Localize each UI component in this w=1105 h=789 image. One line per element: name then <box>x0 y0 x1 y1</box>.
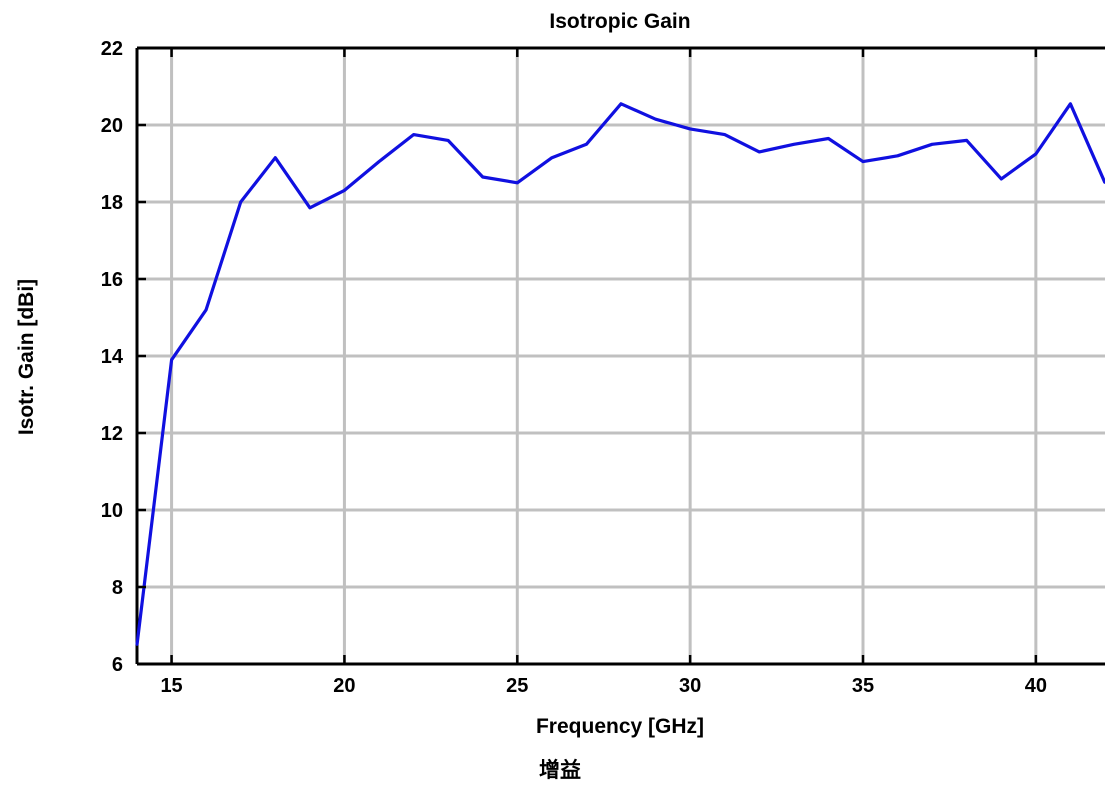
y-axis-label: Isotr. Gain [dBi] <box>15 279 38 435</box>
data-point <box>308 206 312 209</box>
data-point <box>965 139 968 142</box>
data-point <box>135 643 139 646</box>
data-point <box>792 143 796 146</box>
data-point <box>723 133 726 136</box>
y-tick-label: 14 <box>101 346 124 368</box>
data-point <box>827 137 830 140</box>
x-tick-label: 40 <box>1025 675 1047 697</box>
data-point <box>654 118 657 121</box>
x-tick-label: 35 <box>852 675 874 697</box>
grid-lines <box>137 48 1105 664</box>
data-point <box>896 154 899 157</box>
y-tick-label: 10 <box>101 500 123 522</box>
data-point <box>516 181 519 184</box>
data-point <box>758 150 761 154</box>
data-point <box>204 308 208 311</box>
data-point <box>239 200 242 204</box>
data-point <box>585 143 588 146</box>
y-axis-ticks: 6 8 10 12 14 16 18 20 22 <box>101 38 146 676</box>
x-axis-label: Frequency [GHz] <box>536 715 704 738</box>
figure-caption: 增益 <box>539 758 581 782</box>
chart-title: Isotropic Gain <box>549 10 690 33</box>
y-tick-label: 18 <box>101 192 123 214</box>
series-line <box>135 102 1105 645</box>
data-point <box>550 156 554 159</box>
data-point <box>170 358 173 362</box>
data-point <box>1069 102 1072 106</box>
data-point <box>446 139 450 142</box>
data-point <box>377 160 381 163</box>
x-tick-label: 30 <box>679 675 701 697</box>
x-tick-label: 15 <box>160 675 182 697</box>
data-point <box>481 175 484 179</box>
data-point <box>619 102 623 106</box>
y-tick-label: 20 <box>101 115 123 137</box>
x-axis-ticks: 15 20 25 30 35 40 <box>160 48 1047 697</box>
y-tick-label: 6 <box>112 654 123 676</box>
y-tick-label: 8 <box>112 577 123 599</box>
data-point <box>930 143 934 146</box>
x-tick-label: 20 <box>333 675 355 697</box>
y-tick-label: 22 <box>101 38 123 60</box>
series-layer <box>135 102 1105 646</box>
data-point <box>343 189 346 192</box>
data-point <box>274 156 277 159</box>
y-tick-label: 12 <box>101 423 123 445</box>
data-point <box>1000 177 1003 181</box>
data-point <box>412 133 415 136</box>
data-point <box>1034 152 1038 156</box>
data-point <box>861 160 865 163</box>
data-point <box>688 127 692 131</box>
y-tick-label: 16 <box>101 269 123 291</box>
x-tick-label: 25 <box>506 675 528 697</box>
